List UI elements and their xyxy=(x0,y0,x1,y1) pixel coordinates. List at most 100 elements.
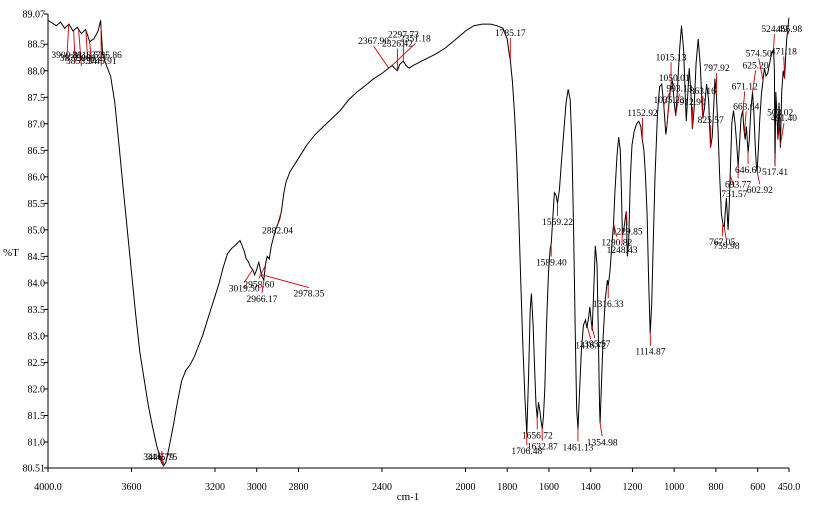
peak-marker-line xyxy=(729,175,735,189)
peak-label: 1050.01 xyxy=(659,74,690,84)
peak-marker-line xyxy=(161,450,165,466)
peak-label: 1248.43 xyxy=(607,246,638,256)
peak-label: 797.92 xyxy=(704,64,730,74)
peak-marker-line xyxy=(723,227,727,241)
peak-label: 1461.13 xyxy=(563,443,594,453)
peak-label: 491.40 xyxy=(771,114,797,124)
peak-marker-line xyxy=(391,43,416,66)
y-tick-label: 83.0 xyxy=(28,331,46,342)
peak-label: 3853.34 xyxy=(66,57,97,67)
peak-marker-line xyxy=(613,223,618,237)
peak-marker-line xyxy=(675,93,680,116)
peak-marker-line xyxy=(591,325,596,339)
peak-label: 2978.35 xyxy=(293,290,324,300)
peak-label: 3735.86 xyxy=(91,51,122,61)
peak-marker-line xyxy=(66,24,70,61)
peak-marker-line xyxy=(102,55,107,61)
peak-label: 1035.23 xyxy=(654,96,685,106)
y-tick-label: 86.5 xyxy=(28,146,46,157)
peak-marker-line xyxy=(751,70,757,93)
y-tick-label: 82.5 xyxy=(28,358,46,369)
peak-label: 1015.13 xyxy=(656,53,687,63)
x-tick-label: 2000 xyxy=(455,482,475,493)
peak-label: 1416.72 xyxy=(575,341,606,351)
peak-marker-line xyxy=(277,211,282,225)
peak-label: 3801.27 xyxy=(76,54,107,64)
peak-label: 663.64 xyxy=(733,102,759,112)
peak-label: 3745.91 xyxy=(86,57,117,67)
peak-marker-line xyxy=(787,30,790,35)
y-tick-label: 82.0 xyxy=(28,384,46,395)
peak-label: 863.16 xyxy=(690,87,716,97)
x-tick-label: 2800 xyxy=(288,482,308,493)
peak-marker-line xyxy=(243,269,254,283)
peak-label: 2326.42 xyxy=(382,40,413,50)
peak-marker-line xyxy=(261,274,310,288)
peak-marker-line xyxy=(599,423,603,437)
peak-marker-line xyxy=(743,111,747,134)
peak-label: 1152.92 xyxy=(627,109,658,119)
peak-label: 731.57 xyxy=(721,190,747,200)
peak-marker-line xyxy=(742,91,746,114)
y-tick-label: 87.5 xyxy=(28,93,46,104)
peak-label: 1316.33 xyxy=(593,300,624,310)
y-tick-label: 84.0 xyxy=(28,278,46,289)
x-tick-label: 3200 xyxy=(205,482,225,493)
peak-label: 3445.75 xyxy=(146,453,177,463)
x-tick-label: 1400 xyxy=(581,482,601,493)
y-tick-label: 85.0 xyxy=(28,225,46,236)
y-tick-label: 89.07 xyxy=(23,10,46,21)
peak-marker-line xyxy=(78,29,82,67)
peak-label: 646.60 xyxy=(735,166,761,176)
peak-marker-line xyxy=(721,223,724,237)
peak-label: 759.98 xyxy=(713,242,739,252)
peak-label: 825.57 xyxy=(698,116,724,126)
peak-label: 993.13 xyxy=(666,85,692,95)
y-tick-label: 81.5 xyxy=(28,411,46,422)
x-tick-label: 2400 xyxy=(372,482,392,493)
peak-marker-line xyxy=(779,123,785,146)
peak-label: 2966.17 xyxy=(247,295,278,305)
x-tick-label: 3000 xyxy=(247,482,267,493)
x-tick-label: 600 xyxy=(750,482,765,493)
peak-marker-line xyxy=(158,450,164,466)
peak-marker-line xyxy=(783,56,786,79)
peak-label: 3818.52 xyxy=(72,51,103,61)
x-axis-label: cm-1 xyxy=(397,491,420,503)
y-tick-label: 81.0 xyxy=(28,438,46,449)
peak-label: 1589.40 xyxy=(536,259,567,269)
x-axis: 4000.0 3600 3200 3000 2800 2400 2000 1800 1600 14… xyxy=(34,467,800,493)
peak-label: 1656.72 xyxy=(522,432,553,442)
peak-marker-line xyxy=(258,265,266,279)
peak-marker-line xyxy=(758,58,764,81)
peak-marker-line xyxy=(261,280,265,294)
peak-label: 3877.06 xyxy=(60,54,91,64)
peak-label: 1229.85 xyxy=(612,227,643,237)
peak-label: 1354.98 xyxy=(587,438,618,448)
peak-marker-line xyxy=(85,30,89,61)
peak-label: 503.02 xyxy=(767,109,793,119)
x-tick-label: 4000.0 xyxy=(34,482,62,493)
spectrum-line xyxy=(47,17,790,467)
y-tick-label: 85.5 xyxy=(28,199,46,210)
peak-marker-line xyxy=(73,30,76,64)
y-tick-label: 88.5 xyxy=(28,40,46,51)
x-tick-label: 3600 xyxy=(121,482,141,493)
peak-label: 524.49 xyxy=(761,25,787,35)
peak-label: 3446.79 xyxy=(143,453,174,463)
peak-label: 455.98 xyxy=(776,25,802,35)
peak-label: 1706.48 xyxy=(511,447,542,457)
y-tick-label: 80.51 xyxy=(23,464,46,475)
x-tick-label: 1200 xyxy=(622,482,642,493)
peak-label: 3019.50 xyxy=(229,285,260,295)
peak-marker-line xyxy=(666,104,670,127)
peak-marker-line xyxy=(586,326,592,340)
y-tick-label: 88.0 xyxy=(28,66,46,77)
peak-label: 767.05 xyxy=(709,238,735,248)
peak-label: 2367.90 xyxy=(358,37,389,47)
peak-label: 602.92 xyxy=(747,186,773,196)
peak-label: 517.41 xyxy=(762,168,788,178)
x-tick-label: 800 xyxy=(708,482,723,493)
